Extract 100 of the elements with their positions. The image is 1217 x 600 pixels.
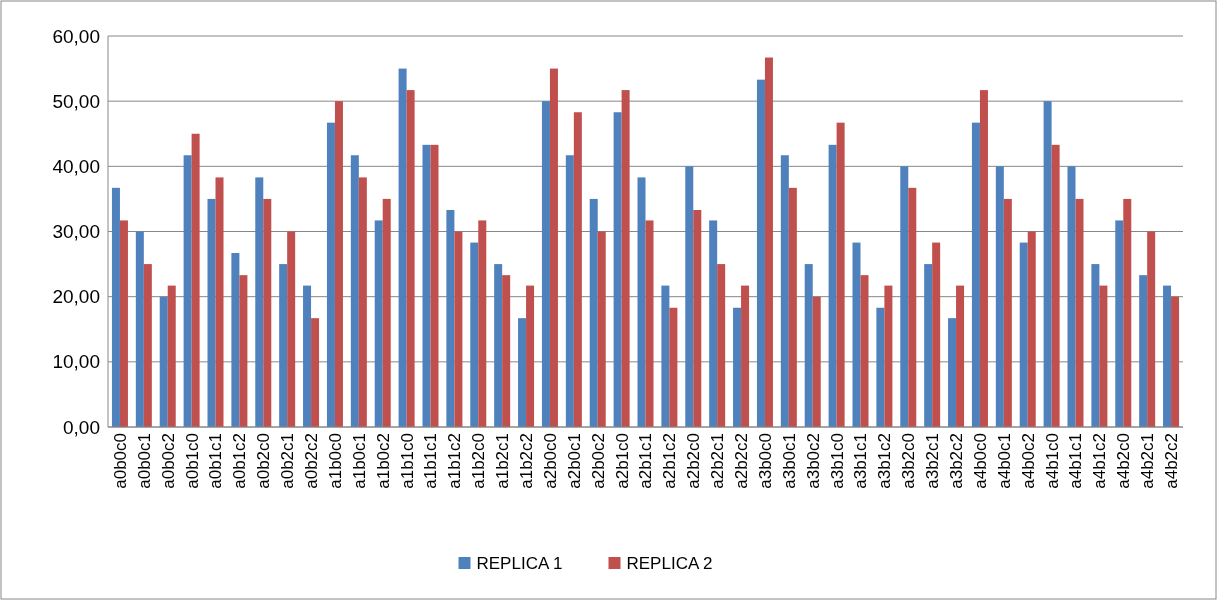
- x-tick-label: a2b2c1: [708, 433, 728, 489]
- bar: [669, 307, 678, 427]
- x-tick-label: a3b2c0: [899, 433, 919, 489]
- bar: [884, 285, 893, 427]
- x-tick-label: a1b2c1: [493, 433, 513, 489]
- bar: [924, 264, 933, 427]
- bar: [1171, 296, 1180, 427]
- x-tick-label: a2b1c1: [636, 433, 656, 489]
- x-tick-label: a3b0c1: [779, 433, 799, 489]
- x-tick-label: a4b1c0: [1042, 433, 1062, 489]
- x-tick-label: a3b0c0: [755, 433, 775, 489]
- x-tick-label: a0b1c0: [182, 433, 202, 489]
- bar: [788, 187, 797, 427]
- bar: [159, 296, 168, 427]
- x-tick-label: a1b2c0: [469, 433, 489, 489]
- bar: [303, 285, 312, 427]
- bar: [1147, 231, 1156, 427]
- bar: [215, 177, 224, 427]
- bar: [812, 296, 821, 427]
- x-tick-label: a4b1c1: [1066, 433, 1086, 489]
- bar: [494, 264, 503, 427]
- bar: [1051, 144, 1060, 427]
- bar: [645, 220, 654, 427]
- x-tick-label: a1b0c1: [349, 433, 369, 489]
- x-tick-label: a1b1c1: [421, 433, 441, 489]
- bar: [852, 242, 861, 427]
- x-tick-label: a4b1c2: [1090, 433, 1110, 489]
- bar: [589, 198, 598, 427]
- x-tick-label: a3b1c0: [827, 433, 847, 489]
- x-tick-label: a1b0c0: [325, 433, 345, 489]
- bar: [263, 198, 272, 427]
- bar: [780, 155, 789, 427]
- bar: [111, 187, 120, 427]
- y-tick-label: 40,00: [52, 155, 100, 177]
- bar: [334, 101, 343, 427]
- x-tick-label: a0b2c0: [254, 433, 274, 489]
- bar: [908, 187, 917, 427]
- bar: [1075, 198, 1084, 427]
- bar: [661, 285, 670, 427]
- bar: [549, 68, 558, 427]
- x-tick-label: a1b2c2: [517, 433, 537, 489]
- bar: [406, 90, 415, 427]
- bar: [956, 285, 965, 427]
- bar: [518, 318, 527, 427]
- x-tick-label: a3b1c1: [851, 433, 871, 489]
- y-tick-label: 50,00: [52, 90, 100, 112]
- bar: [1019, 242, 1028, 427]
- y-tick-label: 30,00: [52, 221, 100, 243]
- x-tick-label: a1b1c2: [445, 433, 465, 489]
- bar: [597, 231, 606, 427]
- bar: [1091, 264, 1100, 427]
- bar: [502, 275, 511, 427]
- x-tick-label: a0b1c2: [230, 433, 250, 489]
- bar: [326, 122, 335, 427]
- bar: [239, 275, 248, 427]
- bar: [1123, 198, 1132, 427]
- bar: [621, 90, 630, 427]
- bar: [900, 166, 909, 427]
- x-tick-label: a4b2c1: [1138, 433, 1158, 489]
- x-tick-label: a2b0c0: [540, 433, 560, 489]
- bar: [836, 122, 845, 427]
- x-tick-label: a2b1c0: [612, 433, 632, 489]
- bar: [167, 285, 176, 427]
- bar: [279, 264, 288, 427]
- bar: [143, 264, 152, 427]
- bar: [565, 155, 574, 427]
- y-tick-label: 0,00: [63, 416, 100, 438]
- x-tick-label: a0b1c1: [206, 433, 226, 489]
- bar: [454, 231, 463, 427]
- bar: [995, 166, 1004, 427]
- y-tick-label: 10,00: [52, 351, 100, 373]
- x-tick-label: a3b2c1: [923, 433, 943, 489]
- y-tick-label: 20,00: [52, 286, 100, 308]
- bar: [573, 112, 582, 427]
- x-tick-label: a0b0c0: [110, 433, 130, 489]
- bar: [478, 220, 487, 427]
- x-tick-label: a4b2c0: [1114, 433, 1134, 489]
- bar: [470, 242, 479, 427]
- bar: [685, 166, 694, 427]
- x-tick-label: a3b1c2: [875, 433, 895, 489]
- bar: [1139, 275, 1148, 427]
- bar: [860, 275, 869, 427]
- x-tick-label: a4b0c0: [970, 433, 990, 489]
- legend-label: REPLICA 2: [626, 553, 713, 573]
- x-tick-label: a3b0c2: [803, 433, 823, 489]
- bar: [287, 231, 296, 427]
- bar: [613, 112, 622, 427]
- x-tick-label: a0b0c2: [158, 433, 178, 489]
- bar: [422, 144, 431, 427]
- bar: [358, 177, 367, 427]
- bar: [183, 155, 192, 427]
- bar: [876, 307, 885, 427]
- bar: [255, 177, 264, 427]
- legend-label: REPLICA 1: [476, 553, 563, 573]
- x-tick-label: a1b0c2: [373, 433, 393, 489]
- bar: [1003, 198, 1012, 427]
- bar: [804, 264, 813, 427]
- bar: [398, 68, 407, 427]
- bar: [446, 210, 455, 427]
- x-tick-label: a0b2c1: [278, 433, 298, 489]
